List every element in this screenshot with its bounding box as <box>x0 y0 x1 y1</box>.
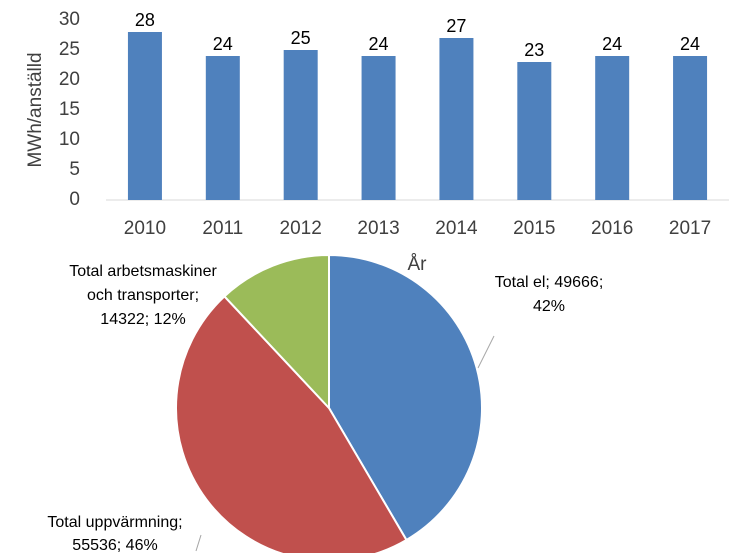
slice-label: Total uppvärmning; <box>47 514 182 531</box>
x-tick-label: 2014 <box>435 218 478 239</box>
y-tick-label: 30 <box>59 9 80 30</box>
pie-slice <box>328 253 483 542</box>
leader-line <box>195 534 202 552</box>
slice-label: 55536; 46% <box>72 537 157 553</box>
data-label: 24 <box>213 34 233 54</box>
bar <box>673 56 708 200</box>
bar <box>439 38 474 200</box>
y-tick-label: 15 <box>59 99 80 120</box>
y-tick-label: 10 <box>59 129 80 150</box>
bar <box>127 32 162 200</box>
x-tick-label: 2017 <box>669 218 711 239</box>
slice-label: 14322; 12% <box>100 311 185 328</box>
data-label: 24 <box>602 34 622 54</box>
y-axis-label: MWh/anställd <box>25 52 46 167</box>
slice-label: och transporter; <box>87 287 199 304</box>
bar <box>595 56 630 200</box>
x-axis-label: År <box>408 254 428 275</box>
slice-label: Total arbetsmaskiner <box>69 263 217 280</box>
y-tick-label: 5 <box>69 159 80 180</box>
x-tick-label: 2013 <box>357 218 399 239</box>
x-tick-label: 2015 <box>513 218 555 239</box>
y-tick-label: 0 <box>69 189 80 210</box>
data-label: 23 <box>524 40 544 60</box>
pie-slice <box>175 294 408 553</box>
x-tick-label: 2010 <box>124 218 166 239</box>
data-label: 27 <box>446 16 466 36</box>
bar <box>517 62 552 200</box>
leader-line <box>477 335 495 369</box>
slice-label: Total el; 49666; <box>495 274 604 291</box>
bar <box>283 50 318 200</box>
data-label: 25 <box>291 28 311 48</box>
data-label: 28 <box>135 10 155 30</box>
y-tick-label: 20 <box>59 69 80 90</box>
x-tick-label: 2012 <box>280 218 322 239</box>
y-tick-label: 25 <box>59 39 80 60</box>
slice-label: 42% <box>533 298 565 315</box>
x-tick-label: 2016 <box>591 218 633 239</box>
data-label: 24 <box>680 34 700 54</box>
bar <box>205 56 240 200</box>
data-label: 24 <box>369 34 389 54</box>
bar <box>361 56 396 200</box>
x-tick-label: 2011 <box>202 218 243 239</box>
pie-slice <box>222 253 330 411</box>
